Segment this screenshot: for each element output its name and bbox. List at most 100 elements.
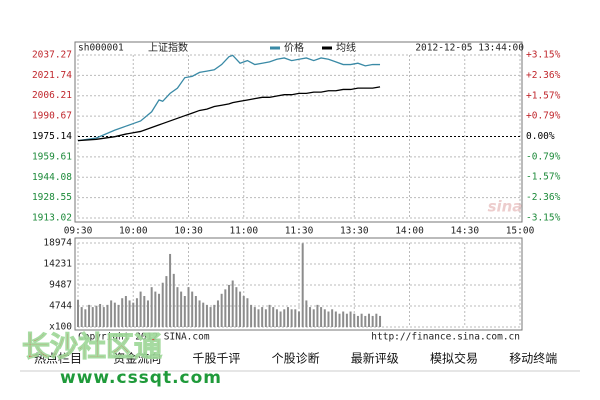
volume-bar (77, 299, 79, 327)
volume-bar (124, 296, 127, 327)
volume-bar (117, 304, 120, 327)
volume-bar (345, 313, 348, 327)
volume-bar (356, 315, 359, 327)
volume-bar (312, 309, 315, 327)
volume-bar (253, 307, 256, 327)
volume-bar (283, 309, 286, 327)
volume-bar (198, 300, 201, 327)
volume-bar (102, 307, 105, 327)
copyright: Copyright 2012 SINA.com (78, 332, 210, 343)
y-tick-label: 2037.27 (32, 50, 72, 61)
volume-bar (113, 302, 116, 327)
volume-bar (165, 276, 168, 327)
volume-bar (169, 253, 172, 327)
legend-label: 价格 (284, 41, 304, 54)
watermark-name: 长沙社区通 (22, 330, 162, 363)
y2-tick-label: +3.15% (526, 50, 561, 61)
y-tick-label: 1959.61 (32, 151, 72, 162)
volume-bar (220, 293, 223, 327)
y2-tick-label: +2.36% (526, 70, 561, 81)
menu-item: 热点栏目 (34, 351, 82, 366)
volume-bar (213, 304, 216, 327)
y-tick-label: 2006.21 (32, 90, 72, 101)
price-line (77, 86, 381, 142)
x-tick-label: 11:30 (285, 226, 314, 237)
volume-bar (143, 296, 146, 327)
volume-bar (150, 287, 153, 327)
x-tick-label: 09:30 (64, 226, 93, 237)
volume-bar (209, 307, 212, 327)
volume-bar (379, 315, 382, 327)
volume-bar (110, 300, 113, 327)
y-tick-label: x100 (49, 322, 72, 333)
price-line (77, 54, 381, 142)
volume-bar (342, 311, 345, 327)
volume-bar (309, 307, 312, 327)
volume-bar (272, 307, 275, 327)
timestamp: 2012-12-05 13:44:00 (415, 43, 524, 54)
volume-bar (80, 307, 83, 327)
menu-item: 个股诊断 (272, 351, 320, 366)
volume-bar (290, 309, 293, 327)
volume-bar (172, 273, 175, 327)
menu-item: 资金流向 (113, 351, 161, 366)
volume-bar (279, 311, 282, 327)
y-tick-label: 1928.55 (32, 192, 72, 203)
y2-tick-label: -3.15% (526, 213, 561, 224)
volume-bar (323, 309, 326, 327)
x-tick-label: 10:00 (119, 226, 148, 237)
x-tick-label: 11:00 (229, 226, 258, 237)
x-tick-label: 14:00 (395, 226, 424, 237)
volume-bar (242, 296, 245, 327)
volume-bar (360, 313, 363, 327)
y2-tick-label: +0.79% (526, 111, 561, 122)
y-tick-label: 1990.67 (32, 111, 72, 122)
volume-bar (364, 315, 367, 327)
volume-bar (158, 293, 161, 327)
menu-item: 模拟交易 (430, 351, 478, 366)
volume-bar (154, 291, 157, 327)
volume-bar (128, 300, 131, 327)
volume-bar (205, 304, 208, 327)
price-frame (74, 41, 523, 223)
volume-bar (91, 307, 94, 327)
volume-bar (367, 313, 370, 327)
volume-bar (180, 291, 183, 327)
volume-bar (187, 287, 190, 327)
volume-bar (239, 291, 242, 327)
volume-bar (235, 287, 238, 327)
y-tick-label: 14231 (43, 258, 72, 269)
volume-bar (349, 311, 352, 327)
volume-bar (146, 300, 149, 327)
volume-bar (268, 304, 271, 327)
volume-frame (74, 237, 523, 331)
volume-bar (275, 309, 278, 327)
x-tick-label: 14:30 (450, 226, 479, 237)
volume-bar (95, 305, 98, 327)
volume-bar (375, 313, 378, 327)
y-tick-label: 1944.08 (32, 172, 72, 183)
volume-bar (305, 300, 308, 327)
volume-bar (353, 313, 356, 327)
volume-bar (327, 311, 330, 327)
volume-bar (139, 291, 142, 327)
volume-bar (228, 284, 231, 327)
y2-tick-label: -1.57% (526, 172, 561, 183)
volume-bar (99, 303, 102, 327)
volume-bar (250, 304, 253, 327)
volume-bar (216, 300, 219, 327)
volume-bar (320, 307, 323, 327)
url: http://finance.sina.com.cn (371, 332, 520, 343)
volume-bar (84, 309, 87, 327)
volume-bar (161, 282, 164, 327)
watermark-site: www.cssqt.com (60, 368, 222, 388)
x-tick-label: 15:00 (506, 226, 535, 237)
y-tick-label: 18974 (43, 238, 72, 249)
volume-bar (176, 287, 179, 327)
volume-bar (224, 289, 227, 327)
menu-item: 千股千评 (192, 352, 240, 366)
volume-bar (202, 302, 205, 327)
menu-item: 移动终端 (509, 351, 557, 366)
volume-bar (286, 307, 289, 327)
